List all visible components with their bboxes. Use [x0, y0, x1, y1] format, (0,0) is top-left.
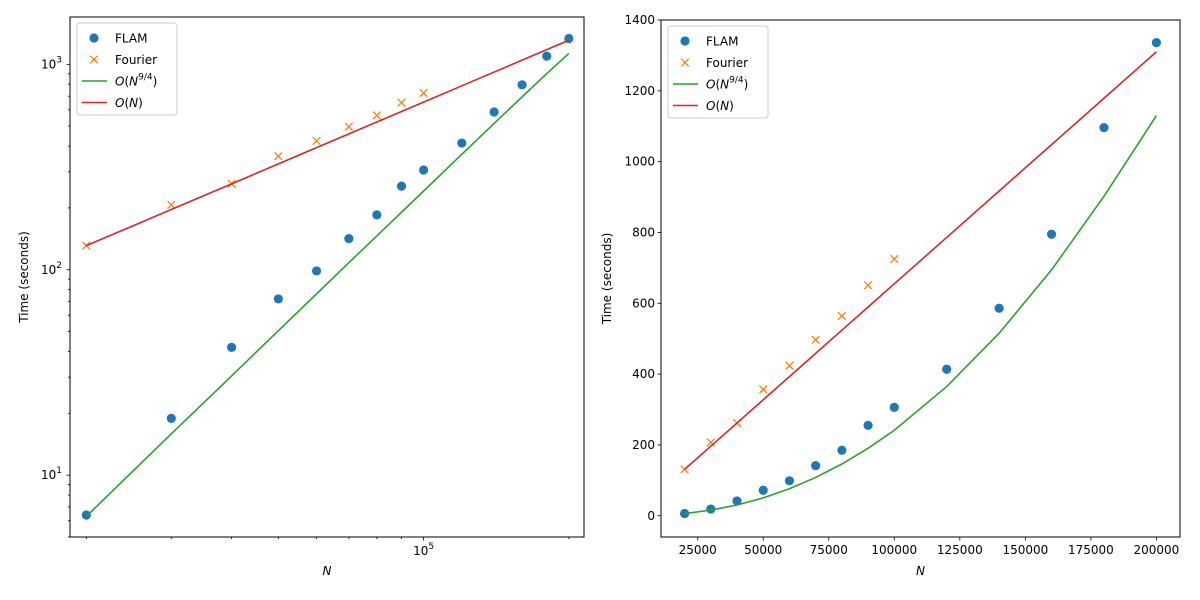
series-flam-point [166, 413, 176, 423]
series-on [86, 39, 570, 247]
series-on-line [684, 51, 1157, 470]
series-fourier-point [312, 136, 321, 146]
series-on-line [86, 39, 570, 247]
y-tick-label: 1000 [624, 155, 655, 169]
legend-marker-swatch [89, 33, 99, 43]
series-flam-point [81, 510, 91, 520]
y-tick-label: 400 [632, 367, 655, 381]
series-fourier-point [372, 111, 382, 120]
series-flam-point [994, 303, 1004, 313]
axes: 25000 50000 75000 100000 125000 150000 175000 2… [624, 13, 1179, 557]
legend: FLAM Fourier O(N9/4) O(N) [667, 25, 769, 119]
series-fourier-point [785, 361, 794, 370]
y-axis-label: Time (seconds) [600, 233, 614, 326]
series-flam-point [344, 234, 354, 244]
series-fourier-point [167, 200, 176, 210]
series-flam-point [457, 138, 467, 148]
series-flam-point [706, 504, 716, 514]
series-fourier-point [419, 88, 428, 98]
series-fourier-point [837, 311, 847, 321]
series-fourier-point [890, 254, 899, 264]
axes: 105 101 102 103 [41, 55, 570, 558]
legend-label: Fourier [115, 53, 157, 67]
x-tick-label: 100000 [871, 543, 917, 557]
legend-frame [76, 22, 178, 116]
series-flam-point [1151, 37, 1162, 48]
legend-label: O(N9/4) [706, 76, 748, 92]
y-tick-label: 1200 [624, 84, 655, 98]
legend: FLAM Fourier O(N9/4) O(N) [76, 22, 178, 116]
series-flam-point [226, 342, 237, 352]
axes-frame [660, 19, 1181, 538]
series-fourier-point [82, 241, 91, 250]
series-on94-line [684, 115, 1158, 515]
y-tick-label: 1400 [624, 13, 655, 27]
series-fourier-point [344, 122, 354, 131]
legend-label: FLAM [115, 32, 147, 46]
series-fourier [680, 254, 899, 474]
legend-label: FLAM [706, 35, 738, 49]
legend-label: O(N) [115, 96, 143, 110]
series-on94 [85, 52, 570, 517]
series-fourier-point [811, 335, 820, 345]
x-axis-label: N [916, 564, 925, 578]
legend-label: O(N9/4) [115, 73, 157, 89]
y-tick-label: 800 [632, 225, 655, 239]
legend-label: Fourier [706, 56, 748, 70]
series-flam-point [758, 485, 768, 495]
x-tick-label: 75000 [810, 543, 848, 557]
series-fourier-point [863, 280, 873, 290]
legend-frame [667, 25, 769, 119]
series-flam-point [1046, 229, 1057, 239]
series-flam-point [542, 51, 552, 61]
y-tick-label: 102 [41, 261, 62, 277]
plot-area [81, 33, 574, 520]
series-flam-point [311, 266, 322, 276]
series-fourier-point [397, 98, 406, 107]
x-axis-label: N [323, 564, 332, 578]
y-tick-label: 200 [632, 438, 655, 452]
series-flam-point [517, 80, 527, 90]
series-flam-point [1099, 123, 1109, 133]
chart-right-linear: 25000 50000 75000 100000 125000 150000 175000 2… [600, 13, 1181, 578]
y-tick-label: 101 [41, 466, 62, 482]
x-tick-label: 150000 [1002, 543, 1048, 557]
series-flam-point [811, 460, 821, 471]
series-flam-point [889, 402, 899, 412]
series-on94-line [85, 52, 570, 517]
y-tick-label: 600 [632, 296, 655, 310]
y-tick-label: 0 [647, 509, 655, 523]
x-tick-label: 105 [413, 542, 434, 558]
y-axis-label: Time (seconds) [17, 231, 31, 324]
series-flam-point [489, 107, 499, 117]
legend-marker-swatch [89, 55, 99, 64]
series-flam-point [784, 476, 795, 486]
series-fourier-point [274, 151, 283, 161]
series-flam-point [372, 210, 382, 220]
series-flam-point [418, 165, 429, 175]
legend-label: O(N) [706, 99, 734, 113]
x-tick-label: 50000 [744, 543, 782, 557]
x-tick-label: 125000 [937, 543, 983, 557]
legend-marker-swatch [680, 58, 690, 67]
series-flam-point [396, 181, 407, 191]
series-flam-point [863, 420, 873, 430]
series-flam [679, 37, 1162, 519]
series-flam-point [837, 445, 847, 455]
y-tick-label: 103 [41, 55, 62, 71]
series-flam-point [273, 294, 283, 304]
series-flam-point [942, 364, 952, 374]
x-tick-label: 25000 [679, 543, 717, 557]
axes-frame [69, 16, 585, 538]
series-on [684, 51, 1157, 470]
series-flam-point [732, 496, 742, 506]
x-tick-label: 200000 [1134, 543, 1180, 557]
series-fourier-point [758, 385, 768, 394]
legend-marker-swatch [680, 36, 690, 46]
chart-left-log: 105 101 102 103 N Time (seconds) FLAM Fourier O(… [17, 16, 585, 578]
series-on94 [684, 115, 1158, 515]
plot-area [679, 37, 1162, 519]
x-tick-label: 175000 [1068, 543, 1114, 557]
